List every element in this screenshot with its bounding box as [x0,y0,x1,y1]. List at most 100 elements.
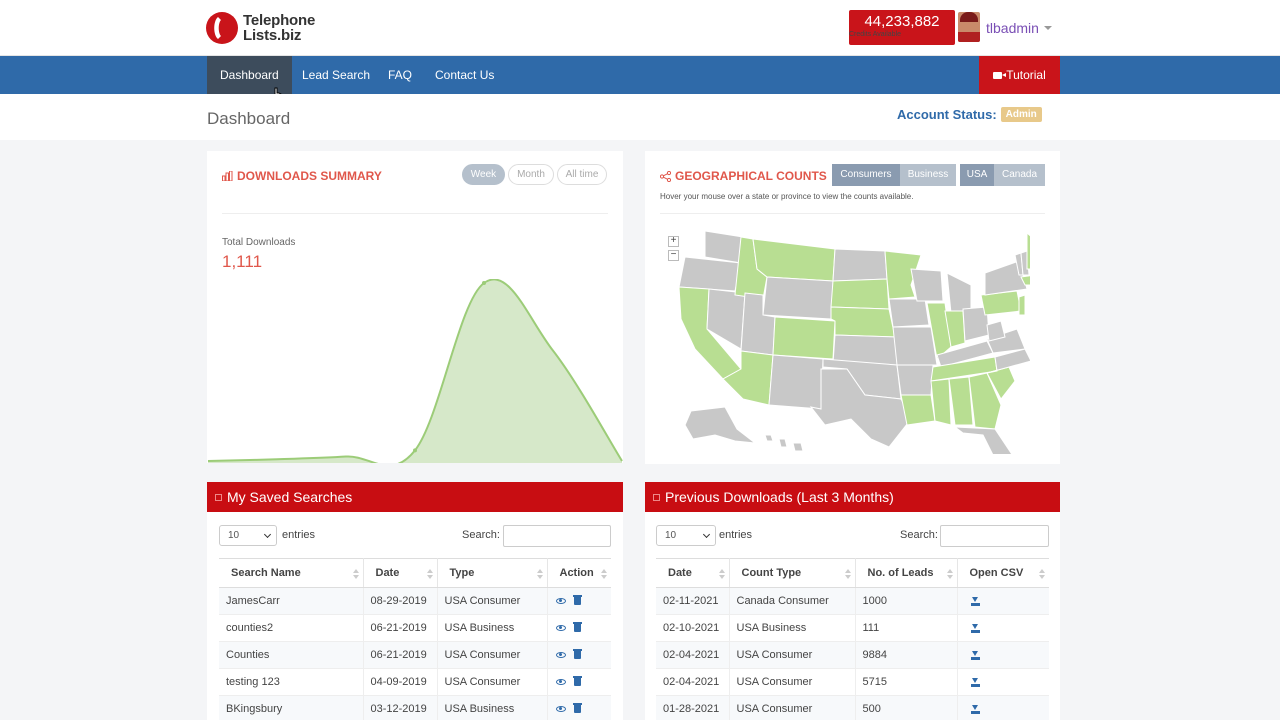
nav-faq[interactable]: FAQ [388,68,413,82]
date-cell: 03-12-2019 [363,695,438,720]
map-state-or [678,256,742,292]
search-name-cell: BKingsbury [219,695,364,720]
leads-cell: 111 [855,614,958,642]
map-state-ne [830,306,896,338]
eye-icon[interactable] [555,625,566,632]
avatar[interactable] [958,12,980,42]
usa-toggle[interactable]: USA [960,164,994,186]
map-state-ia [888,298,930,328]
logo-line1: Telephone [243,12,316,29]
entries-label: entries [719,529,753,541]
page-subheader: Dashboard Account Status: Admin [0,94,1280,140]
action-cell [547,587,611,615]
csv-cell [957,641,1049,669]
download-icon[interactable] [970,596,980,606]
col-search-name[interactable]: Search Name [219,558,364,588]
count-type-cell: USA Business [729,614,856,642]
main-navbar: Dashboard Lead Search FAQ Contact Us Tut… [0,56,1280,94]
download-icon[interactable] [970,677,980,687]
previous-downloads-panel: 10 entries Search: Date Count Type No. o… [645,512,1060,720]
total-downloads-value: 1,111 [222,252,263,271]
col-date[interactable]: Date [656,558,730,588]
map-state-al [948,376,974,426]
map-state-mn [884,250,922,300]
downloads-area-fill [208,279,622,463]
user-menu[interactable]: tlbadmin [986,20,1052,36]
count-type-cell: Canada Consumer [729,587,856,615]
map-state-mt [752,238,836,282]
type-cell: USA Business [437,695,548,720]
map-state-wa [704,230,744,264]
share-icon [660,170,671,182]
username: tlbadmin [986,20,1039,36]
leads-cell: 5715 [855,668,958,696]
date-cell: 08-29-2019 [363,587,438,615]
map-state-wi [910,268,944,302]
map-state-va [986,328,1026,354]
zoom-out-button[interactable]: − [668,250,679,261]
csv-cell [957,695,1049,720]
downloads-length-value: 10 [665,530,677,541]
col-type[interactable]: Type [437,558,548,588]
downloads-length-select[interactable]: 10 [656,525,716,546]
tutorial-button[interactable]: Tutorial [979,56,1060,94]
map-state-hi [764,434,804,452]
nav-contact-us[interactable]: Contact Us [435,68,495,82]
date-cell: 02-11-2021 [656,587,730,615]
action-cell [547,695,611,720]
consumers-toggle[interactable]: Consumers [832,164,900,186]
trash-icon[interactable] [572,676,582,687]
date-cell: 04-09-2019 [363,668,438,696]
logo[interactable]: Telephone Lists.biz [205,10,315,46]
usa-map[interactable] [675,229,1030,454]
eye-icon[interactable] [555,652,566,659]
geo-counts-panel: GEOGRAPHICAL COUNTS Consumers Business U… [645,151,1060,464]
search-label: Search: [462,529,500,541]
map-state-wv [986,320,1006,342]
trash-icon[interactable] [572,649,582,660]
type-cell: USA Consumer [437,668,548,696]
trash-icon[interactable] [572,622,582,633]
nav-lead-search[interactable]: Lead Search [302,68,371,82]
map-state-la [900,394,936,426]
eye-icon[interactable] [555,598,566,605]
col-action[interactable]: Action [547,558,611,588]
downloads-data-point[interactable] [413,448,417,453]
leads-cell: 9884 [855,641,958,669]
downloads-summary-title-text: DOWNLOADS SUMMARY [237,169,382,183]
range-month-button[interactable]: Month [508,164,554,185]
saved-searches-search-input[interactable] [503,525,611,547]
chevron-down-icon [702,530,711,539]
downloads-data-point[interactable] [482,281,486,285]
trash-icon[interactable] [572,703,582,714]
map-state-ar [896,364,934,396]
col-open-csv[interactable]: Open CSV [957,558,1049,588]
download-icon[interactable] [970,704,980,714]
range-alltime-button[interactable]: All time [557,164,607,185]
search-name-cell: JamesCarr [219,587,364,615]
map-state-co [772,316,836,360]
eye-icon[interactable] [555,679,566,686]
canada-toggle[interactable]: Canada [994,164,1045,186]
eye-icon[interactable] [555,706,566,713]
zoom-in-button[interactable]: + [668,236,679,247]
download-icon[interactable] [970,650,980,660]
search-label: Search: [900,529,938,541]
account-status: Account Status: Admin [897,107,1042,122]
col-date[interactable]: Date [363,558,438,588]
downloads-search-input[interactable] [940,525,1049,547]
nav-dashboard[interactable]: Dashboard [207,56,292,94]
trash-icon[interactable] [572,595,582,606]
range-week-button[interactable]: Week [462,164,505,185]
download-icon[interactable] [970,623,980,633]
map-state-ny [984,260,1028,296]
business-toggle[interactable]: Business [900,164,956,186]
csv-cell [957,668,1049,696]
col-no-of-leads[interactable]: No. of Leads [855,558,958,588]
map-state-fl [953,426,1013,454]
geo-counts-title-text: GEOGRAPHICAL COUNTS [675,169,827,183]
divider [222,213,608,214]
col-count-type[interactable]: Count Type [729,558,856,588]
saved-searches-length-select[interactable]: 10 [219,525,277,546]
map-state-ga [968,372,1002,430]
